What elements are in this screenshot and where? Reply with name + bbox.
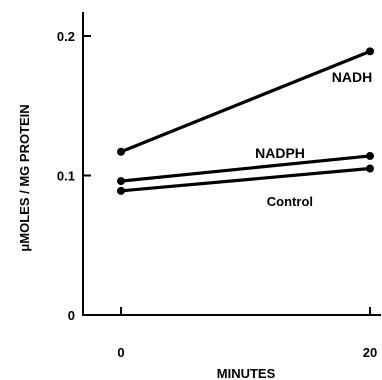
data-point-control [366,164,374,173]
series-line-nadh [119,49,372,154]
data-point-control [117,186,125,195]
chart-axes [82,12,381,316]
x-tick-label: 0 [117,345,124,360]
x-axis-label: MINUTES [217,366,276,380]
data-point-nadh [117,147,125,156]
chart-ticks: 0 0.1 0.2 0 20 [57,29,377,360]
data-point-nadph [366,151,374,160]
data-point-nadh [366,47,374,56]
data-point-nadph [117,177,125,186]
chart-labels: MINUTES μMOLES / MG PROTEIN NADH NADPH Contr… [17,69,372,380]
y-axis-label: μMOLES / MG PROTEIN [17,104,32,251]
y-tick-label: 0.1 [57,169,75,184]
series-line-nadph [119,154,372,183]
chart-data-points [117,47,374,195]
series-label-nadph: NADPH [255,145,305,161]
y-tick-label: 0 [68,308,75,323]
x-tick-label: 20 [363,345,377,360]
chart-series-lines [119,49,372,193]
series-line-control [119,166,372,193]
series-label-control: Control [267,194,313,209]
series-label-nadh: NADH [332,69,372,85]
y-tick-label: 0.2 [57,29,75,44]
